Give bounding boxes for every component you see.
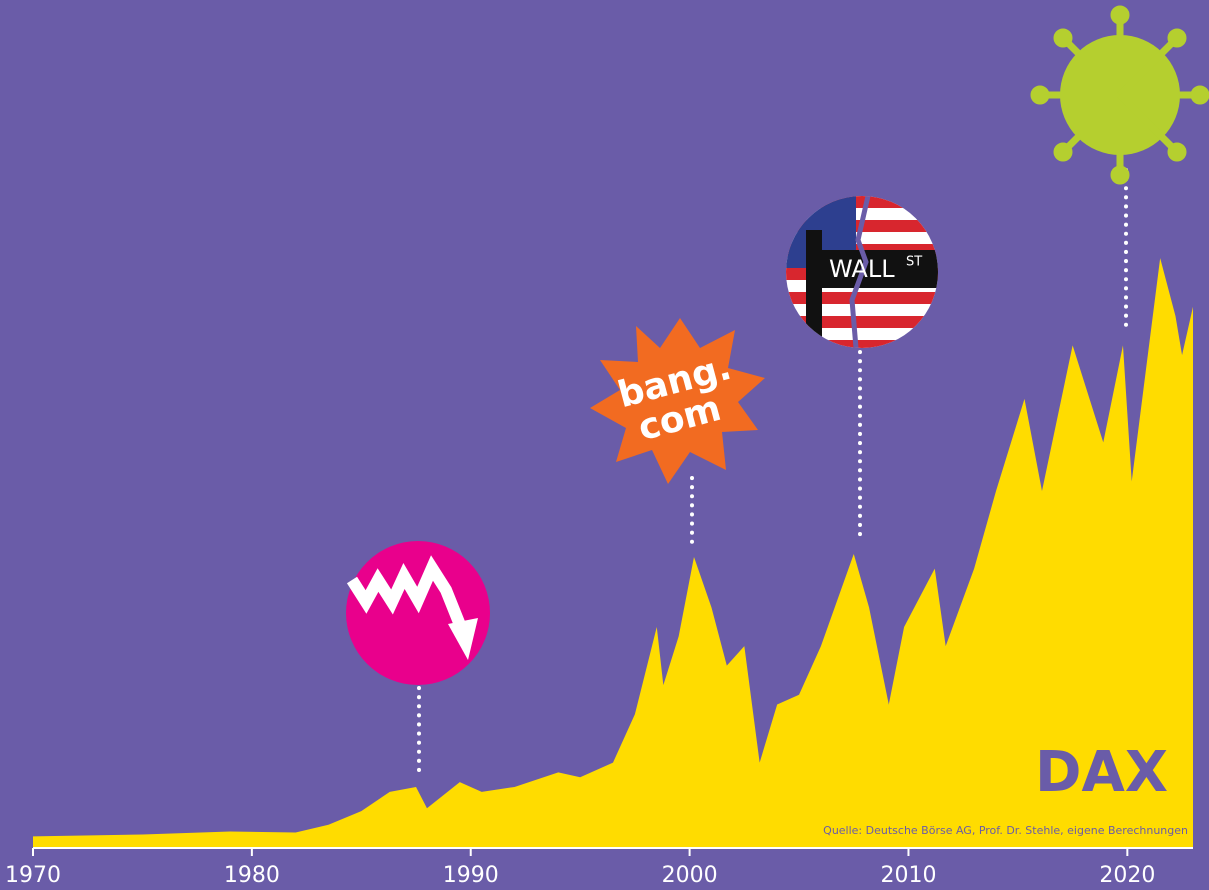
chart-title: DAX [1035,740,1168,805]
annotation: WALL [829,255,895,283]
crash-icon [346,541,490,685]
x-tick-label: 1990 [443,863,499,888]
chart: bang. com WALL ST [0,0,1209,890]
x-tick-label: 1970 [5,863,61,888]
x-tick-label: 2010 [880,863,936,888]
annotation: ST [906,255,922,270]
source-note: Quelle: Deutsche Börse AG, Prof. Dr. Ste… [823,824,1188,837]
x-tick-label: 2020 [1099,863,1155,888]
x-tick-label: 1980 [224,863,280,888]
virus-icon [1031,6,1209,184]
x-tick-label: 2000 [662,863,718,888]
